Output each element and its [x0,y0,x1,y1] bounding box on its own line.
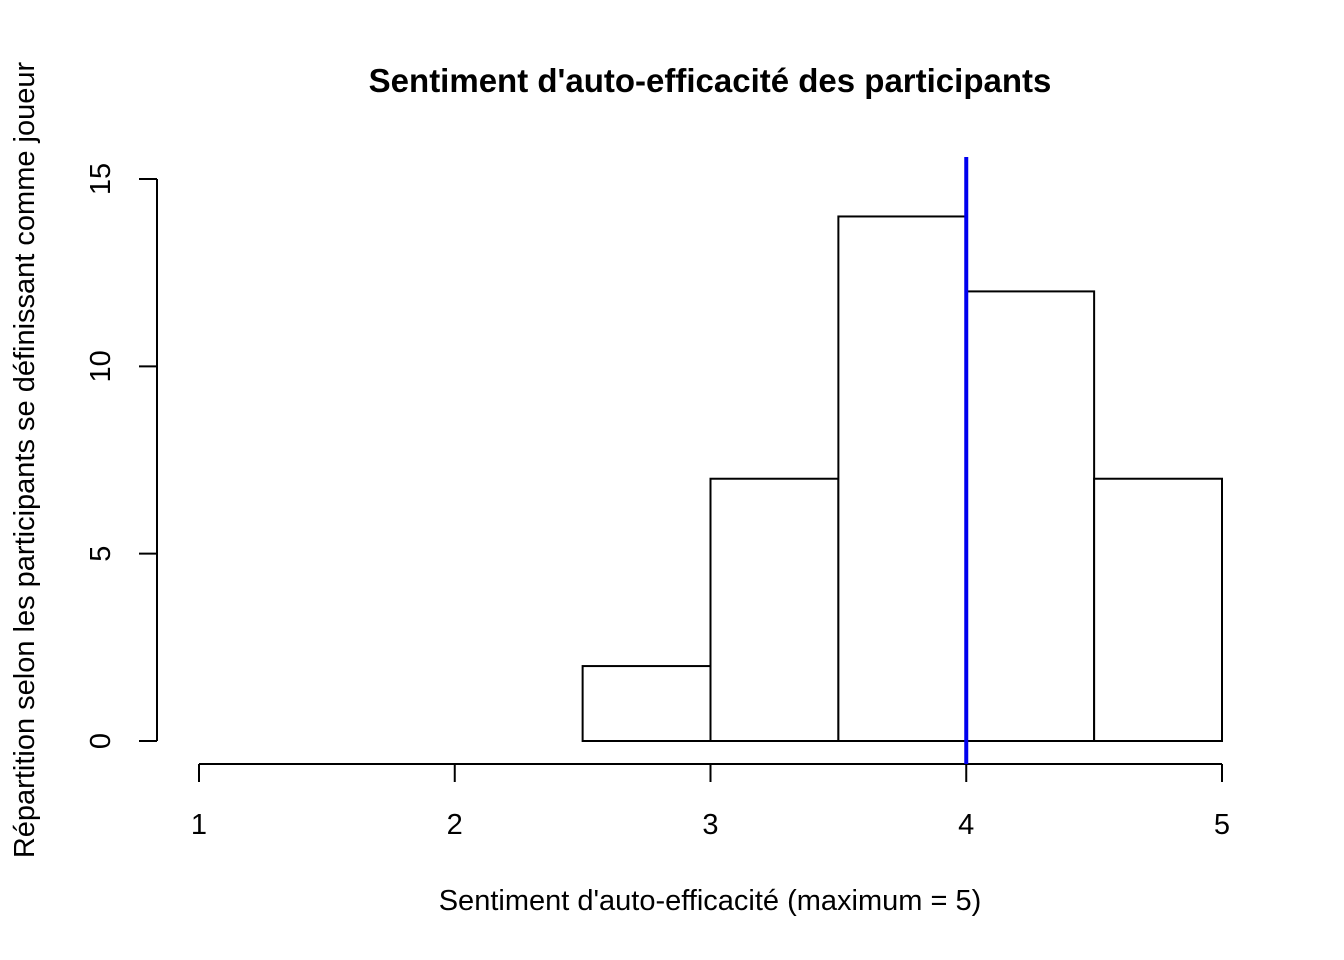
x-axis-label: Sentiment d'auto-efficacité (maximum = 5… [439,885,982,917]
y-axis-label: Répartition selon les participants se dé… [9,62,41,859]
chart-title: Sentiment d'auto-efficacité des particip… [369,62,1052,99]
y-tick-label: 0 [85,733,117,749]
x-tick-label: 3 [702,809,718,841]
bars [581,215,1223,742]
histogram-bar [709,477,840,742]
x-axis: 1 2 3 4 5 [191,763,1230,841]
y-tick-label: 5 [85,546,117,562]
x-tick-label: 1 [191,809,207,841]
histogram-bar [581,665,712,742]
x-tick-label: 5 [1214,809,1230,841]
histogram-bar [837,215,968,742]
y-tick-label: 15 [85,163,117,195]
histogram-bar [965,290,1096,742]
x-tick-label: 2 [447,809,463,841]
x-tick-label: 4 [958,809,974,841]
histogram-bar [1093,477,1223,742]
y-axis: 0 5 10 15 [85,163,158,749]
y-tick-label: 10 [85,350,117,382]
